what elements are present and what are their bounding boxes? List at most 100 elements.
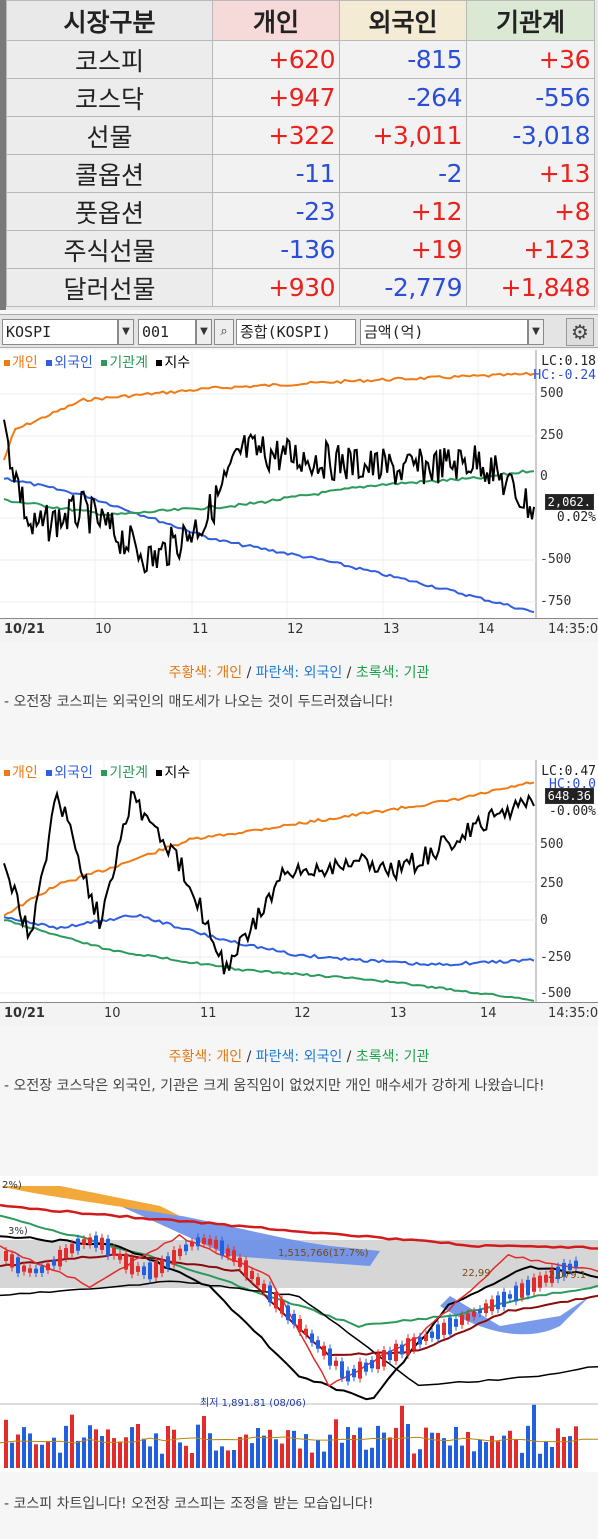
candle-body (544, 1274, 548, 1283)
candle-body (100, 1237, 104, 1250)
candle-body (334, 1360, 338, 1367)
header-individual: 개인 (212, 0, 340, 41)
cell-market: 코스닥 (6, 78, 213, 117)
candle-body (514, 1285, 518, 1302)
ma-long-red (0, 1203, 598, 1250)
x-tick: 12 (287, 622, 304, 637)
cell-institution: +36 (466, 40, 595, 79)
right-price-label: 2,079.1 (548, 1270, 587, 1281)
x-tick: 13 (383, 622, 400, 637)
candle-body (472, 1311, 476, 1317)
volume-bar (82, 1437, 86, 1468)
volume-bar (256, 1428, 260, 1468)
legend-institution: 기관계 (109, 355, 148, 371)
volume-bar (376, 1425, 380, 1468)
volume-bar (292, 1430, 296, 1468)
volume-bar (196, 1424, 200, 1468)
volume-bar (334, 1419, 338, 1468)
pct-label: 2%) (2, 1180, 22, 1191)
candle-body (340, 1361, 344, 1378)
volume-bar (154, 1433, 158, 1468)
candle-body (550, 1268, 554, 1283)
cell-institution: +123 (466, 230, 595, 269)
volume-bar (268, 1429, 272, 1468)
candle-description: - 코스피 차트입니다! 오전장 코스피는 조정을 받는 모습입니다! (4, 1496, 374, 1512)
candle-body (412, 1337, 416, 1350)
cell-institution: +13 (466, 154, 595, 193)
x-tick: 14 (480, 1006, 497, 1021)
volume-bar (454, 1426, 458, 1468)
volume-bar (52, 1437, 56, 1468)
unit-dropdown-arrow[interactable]: ▼ (528, 319, 544, 345)
caption-orange: 주황색: 개인 (168, 1049, 243, 1065)
volume-bar (16, 1434, 20, 1468)
volume-bar (358, 1427, 362, 1468)
candle-body (328, 1348, 332, 1366)
x-tick: 10 (104, 1006, 121, 1021)
candle-body (556, 1266, 560, 1280)
volume-bar (502, 1435, 506, 1468)
kospi-investor-chart: 개인 외국인 기관계 지수 LC:0.18 HC:-0.24 500 250 0… (0, 350, 598, 642)
candle-body (286, 1305, 290, 1321)
volume-bar (28, 1433, 32, 1468)
kospi-chart-plot (0, 350, 537, 618)
candle-body (10, 1254, 14, 1268)
cell-foreign: +19 (339, 230, 467, 269)
candle-body (490, 1299, 494, 1312)
volume-bar (238, 1437, 242, 1468)
candle-body (160, 1259, 164, 1274)
legend-foreign: 외국인 (54, 355, 93, 371)
candle-body (436, 1324, 440, 1340)
y-tick: -500 (540, 552, 572, 567)
series-index (3, 789, 535, 975)
candle-body (280, 1299, 284, 1314)
volume-bar (166, 1425, 170, 1468)
investor-table-grid: 시장구분 개인 외국인 기관계 코스피 +620 -815 +36 코스닥 +947 -26… (6, 0, 595, 307)
right-price-label: 22,99 (462, 1268, 491, 1279)
cell-individual: -136 (212, 230, 340, 269)
unit-select[interactable]: 금액(억) (360, 319, 528, 345)
cell-market: 주식선물 (6, 230, 213, 269)
search-icon[interactable]: ⌕ (214, 319, 234, 345)
candle-body (82, 1239, 86, 1245)
volume-bar (184, 1445, 188, 1468)
candle-body (232, 1250, 236, 1262)
cell-market: 선물 (6, 116, 213, 155)
candle-body (430, 1331, 434, 1338)
candle-body (274, 1291, 278, 1309)
table-row: 풋옵션 -23 +12 +8 (6, 192, 595, 231)
candle-body (310, 1333, 314, 1343)
investor-trading-table: 시장구분 개인 외국인 기관계 코스피 +620 -815 +36 코스닥 +947 -26… (0, 0, 598, 310)
table-header-row: 시장구분 개인 외국인 기관계 (6, 0, 595, 41)
candle-body (454, 1319, 458, 1327)
candle-body (226, 1248, 230, 1257)
cell-foreign: -264 (339, 78, 467, 117)
volume-bar (328, 1434, 332, 1468)
volume-bar (40, 1444, 44, 1468)
volume-bar (394, 1427, 398, 1468)
candle-body (562, 1262, 566, 1277)
series-institution (4, 919, 535, 1002)
volume-bar (400, 1405, 404, 1468)
candle-body (34, 1268, 38, 1274)
x-tick: 12 (294, 1006, 311, 1021)
cell-foreign: +3,011 (339, 116, 467, 155)
kospi-candlestick-chart: 2%) 3%) 1,515,766(17.7%) 22,99 2,079.1 최… (0, 1176, 598, 1472)
volume-bar (520, 1452, 524, 1468)
candle-body (208, 1239, 212, 1245)
candle-body (568, 1263, 572, 1271)
search-input[interactable]: 종합(KOSPI) (236, 319, 356, 345)
volume-bar (370, 1447, 374, 1468)
gear-icon[interactable]: ⚙ (566, 318, 594, 346)
volume-bar (112, 1438, 116, 1468)
code-select[interactable]: 001 (138, 319, 196, 345)
header-market: 시장구분 (6, 0, 213, 41)
code-dropdown-arrow[interactable]: ▼ (196, 319, 212, 345)
market-dropdown-arrow[interactable]: ▼ (118, 319, 134, 345)
x-time: 14:35:0 (548, 622, 598, 637)
volume-bar (76, 1440, 80, 1468)
y-tick: 500 (540, 837, 564, 852)
market-select[interactable]: KOSPI (2, 319, 118, 345)
y-tick: -750 (540, 594, 572, 609)
volume-bar (232, 1450, 236, 1468)
